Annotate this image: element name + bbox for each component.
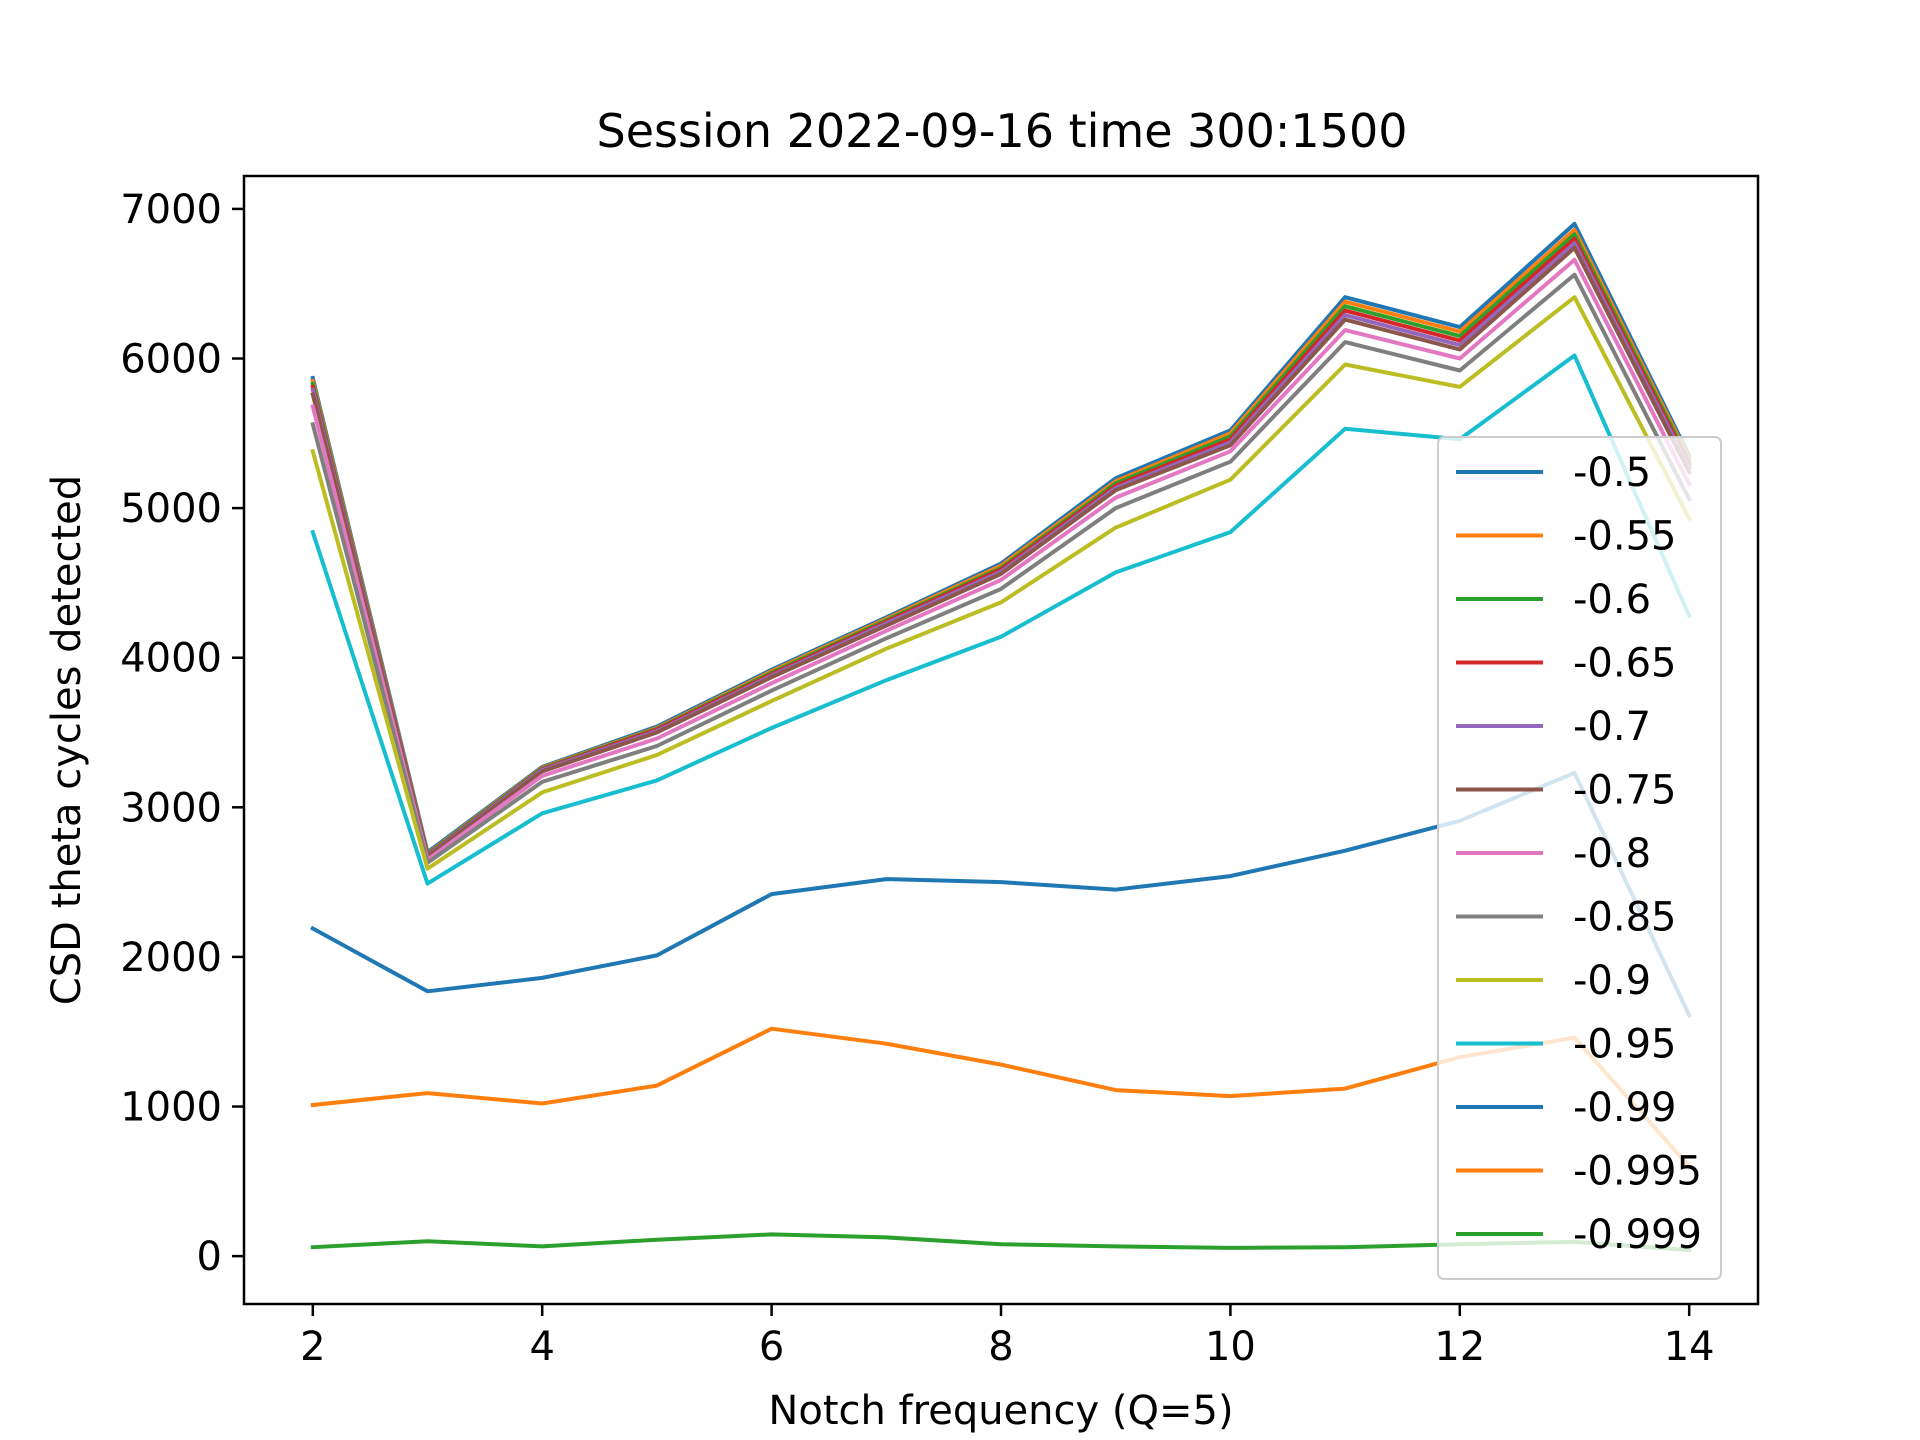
y-axis-label: CSD theta cycles detected — [44, 475, 90, 1005]
legend-box — [1437, 436, 1722, 1280]
y-tick-label: 6000 — [120, 337, 222, 383]
y-tick-label: 5000 — [120, 486, 222, 532]
legend-label: -0.999 — [1573, 1212, 1702, 1258]
legend-label: -0.9 — [1573, 958, 1651, 1004]
x-tick-label: 14 — [1664, 1324, 1715, 1370]
legend-label: -0.85 — [1573, 895, 1677, 941]
legend-label: -0.7 — [1573, 704, 1651, 750]
legend-label: -0.65 — [1573, 641, 1677, 687]
y-tick-label: 3000 — [120, 785, 222, 831]
x-axis-label: Notch frequency (Q=5) — [768, 1388, 1233, 1434]
series-line-5 — [310, 245, 1692, 859]
y-tick-label: 4000 — [120, 636, 222, 682]
legend-label: -0.6 — [1573, 577, 1651, 623]
legend-label: -0.99 — [1573, 1085, 1677, 1131]
y-axis: 0 1000 2000 3000 4000 5000 6000 7000 — [120, 187, 244, 1280]
legend-label: -0.75 — [1573, 768, 1677, 814]
x-tick-label: 4 — [529, 1324, 554, 1370]
x-tick-label: 10 — [1205, 1324, 1256, 1370]
y-tick-label: 0 — [197, 1234, 222, 1280]
x-tick-label: 12 — [1434, 1324, 1485, 1370]
x-tick-label: 8 — [988, 1324, 1013, 1370]
y-tick-label: 2000 — [120, 935, 222, 981]
legend: -0.5 -0.55 -0.6 -0.65 -0.7 -0.75 -0.8 -0.85 -0.9… — [1437, 436, 1722, 1280]
x-tick-label: 2 — [300, 1324, 325, 1370]
legend-label: -0.995 — [1573, 1149, 1702, 1195]
series-line-6 — [310, 257, 1692, 862]
legend-label: -0.5 — [1573, 450, 1651, 496]
series-line-8 — [310, 295, 1692, 871]
legend-label: -0.55 — [1573, 514, 1677, 560]
y-tick-label: 7000 — [120, 187, 222, 233]
legend-label: -0.95 — [1573, 1022, 1677, 1068]
legend-label: -0.8 — [1573, 831, 1651, 877]
chart-title: Session 2022-09-16 time 300:1500 — [597, 104, 1408, 158]
x-tick-label: 6 — [759, 1324, 784, 1370]
series-line-7 — [310, 272, 1692, 865]
x-axis: 2 4 6 8 10 12 14 — [300, 1304, 1715, 1370]
y-tick-label: 1000 — [120, 1085, 222, 1131]
